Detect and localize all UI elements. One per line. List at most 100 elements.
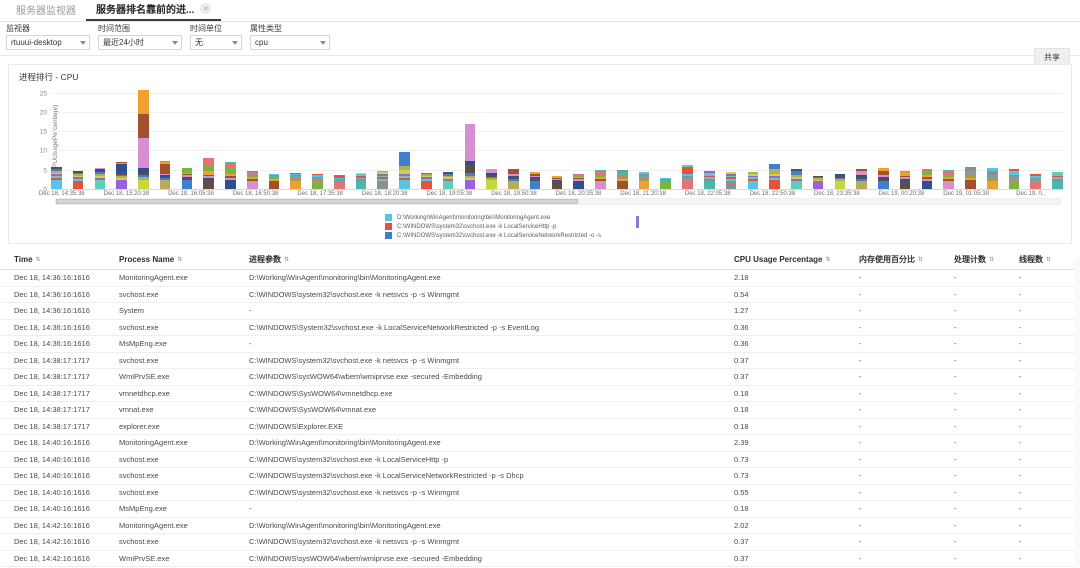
bar[interactable] (268, 174, 280, 189)
bar[interactable] (138, 89, 149, 189)
time-range-select[interactable]: 最近24小时 (98, 35, 182, 50)
table-row[interactable]: Dec 18, 14:40:16:1616 svchost.exe C:\WINDO… (0, 452, 1080, 468)
table-row[interactable]: Dec 18, 14:38:17:1717 WmiPrvSE.exe C:\WIND… (0, 369, 1080, 386)
bar[interactable] (921, 169, 933, 189)
sort-icon[interactable]: ⇅ (284, 257, 290, 263)
bar[interactable] (72, 170, 84, 189)
legend-item[interactable]: C:\WINDOWS\system32\svchost.exe -k Local… (385, 223, 695, 230)
table-row[interactable]: Dec 18, 14:38:17:1717 explorer.exe C:\WIND… (0, 419, 1080, 435)
legend-item[interactable]: D:\Working\WinAgent\monitoring\bin\Monit… (385, 214, 695, 221)
table-row[interactable]: Dec 18, 14:36:16:1616 MsMpEng.exe - 0.36 - - - (0, 336, 1080, 353)
bar[interactable] (1030, 174, 1042, 189)
table-row[interactable]: Dec 18, 14:38:17:1717 vmnetdhcp.exe C:\WIN… (0, 386, 1080, 402)
sort-icon[interactable]: ⇅ (35, 257, 41, 263)
bar[interactable] (769, 163, 780, 189)
bar-segment (464, 164, 476, 174)
gridline: 15 (40, 129, 1063, 136)
bar[interactable] (878, 168, 889, 189)
bar[interactable] (486, 168, 497, 189)
bar[interactable] (638, 172, 650, 189)
bar[interactable] (312, 173, 323, 189)
bar[interactable] (551, 175, 563, 189)
column-header-proc[interactable]: Process Name ⇅ (119, 255, 249, 264)
legend-item[interactable]: C:\WINDOWS\system32\svchost.exe -k Local… (385, 232, 695, 239)
table-row[interactable]: Dec 18, 14:42:16:1616 svchost.exe C:\WINDO… (0, 534, 1080, 551)
column-header-thr[interactable]: 线程数 ⇅ (1019, 254, 1079, 265)
bar[interactable] (725, 171, 737, 189)
table-row[interactable]: Dec 18, 14:40:16:1616 svchost.exe C:\WINDO… (0, 485, 1080, 501)
bar[interactable] (660, 178, 672, 189)
bar[interactable] (529, 172, 541, 189)
bar[interactable] (834, 173, 846, 189)
column-header-cpu[interactable]: CPU Usage Percentage ⇅ (734, 255, 859, 264)
bar[interactable] (290, 172, 302, 189)
bar[interactable] (246, 171, 258, 189)
bar[interactable] (442, 171, 454, 189)
table-row[interactable]: Dec 18, 14:38:17:1717 vmnat.exe C:\WINDOWS… (0, 402, 1080, 419)
bar[interactable] (508, 169, 519, 189)
table-row[interactable]: Dec 18, 14:40:16:1616 MsMpEng.exe - 0.18 - - - (0, 501, 1080, 518)
bar[interactable] (856, 169, 867, 189)
bar[interactable] (225, 161, 236, 189)
bar[interactable] (51, 167, 62, 189)
bar[interactable] (203, 158, 214, 189)
bar[interactable] (682, 164, 693, 189)
column-header-args[interactable]: 进程参数 ⇅ (249, 254, 734, 265)
bar[interactable] (616, 170, 628, 189)
tab-top-processes[interactable]: 服务器排名靠前的进... × (86, 0, 222, 21)
table-row[interactable]: Dec 18, 14:40:16:1616 svchost.exe C:\WINDO… (0, 468, 1080, 485)
bar[interactable] (421, 172, 432, 189)
time-unit-select[interactable]: 无 (190, 35, 242, 50)
table-row[interactable]: Dec 18, 14:36:16:1616 svchost.exe C:\WINDO… (0, 320, 1080, 336)
sort-icon[interactable]: ⇅ (1046, 257, 1052, 263)
bar-segment (573, 179, 584, 181)
page-vertical-scrollbar[interactable] (1075, 258, 1080, 568)
column-header-hand[interactable]: 处理计数 ⇅ (954, 254, 1019, 265)
table-row[interactable]: Dec 18, 14:36:16:1616 svchost.exe C:\WINDO… (0, 287, 1080, 303)
table-row[interactable]: Dec 18, 14:42:16:1616 MonitoringAgent.exe… (0, 518, 1080, 534)
bar[interactable] (464, 124, 476, 189)
bar[interactable] (159, 160, 171, 189)
bar[interactable] (595, 169, 606, 189)
bar[interactable] (943, 169, 955, 189)
monitor-select[interactable]: rtuuui-desktop (6, 35, 90, 50)
bar[interactable] (333, 175, 345, 189)
table-row[interactable]: Dec 18, 14:38:17:1717 svchost.exe C:\WINDO… (0, 353, 1080, 369)
tab-server-monitor[interactable]: 服务器监视器 (6, 0, 86, 21)
close-icon[interactable]: × (200, 3, 212, 14)
table-cell-time: Dec 18, 14:38:17:1717 (14, 388, 90, 398)
attribute-type-select[interactable]: cpu (250, 35, 330, 50)
bar[interactable] (899, 170, 911, 189)
bar[interactable] (399, 151, 410, 189)
bar[interactable] (377, 171, 389, 189)
bar[interactable] (703, 171, 715, 189)
sort-icon[interactable]: ⇅ (177, 257, 183, 263)
chart-horizontal-scrollbar[interactable] (55, 198, 1061, 205)
bar[interactable] (747, 172, 759, 189)
bar[interactable] (573, 174, 584, 189)
x-tick-label: Dec 18, 21:20:38 (620, 191, 666, 197)
table-row[interactable]: Dec 18, 14:36:16:1616 System - 1.27 - - - (0, 303, 1080, 320)
bar[interactable] (116, 162, 127, 189)
scrollbar-thumb[interactable] (56, 199, 579, 204)
sort-icon[interactable]: ⇅ (918, 257, 924, 263)
column-header-time[interactable]: Time ⇅ (14, 255, 119, 264)
bar-segment (725, 173, 737, 176)
column-header-mem[interactable]: 内存使用百分比 ⇅ (859, 254, 954, 265)
bar[interactable] (181, 168, 193, 189)
bar[interactable] (986, 167, 998, 189)
sort-icon[interactable]: ⇅ (825, 257, 831, 263)
bar[interactable] (1052, 172, 1063, 189)
bar[interactable] (94, 167, 106, 189)
table-row[interactable]: Dec 18, 14:42:16:1616 WmiPrvSE.exe C:\WIND… (0, 551, 1080, 567)
sort-icon[interactable]: ⇅ (989, 257, 995, 263)
bar[interactable] (1008, 168, 1020, 189)
legend-scroll-indicator[interactable] (636, 216, 639, 228)
bar[interactable] (812, 175, 824, 189)
table-row[interactable]: Dec 18, 14:40:16:1616 MonitoringAgent.exe… (0, 435, 1080, 452)
bar-segment (747, 173, 759, 176)
bar[interactable] (791, 168, 802, 189)
bar[interactable] (355, 172, 367, 189)
table-row[interactable]: Dec 18, 14:36:16:1616 MonitoringAgent.exe… (0, 270, 1080, 287)
bar[interactable] (965, 167, 976, 189)
